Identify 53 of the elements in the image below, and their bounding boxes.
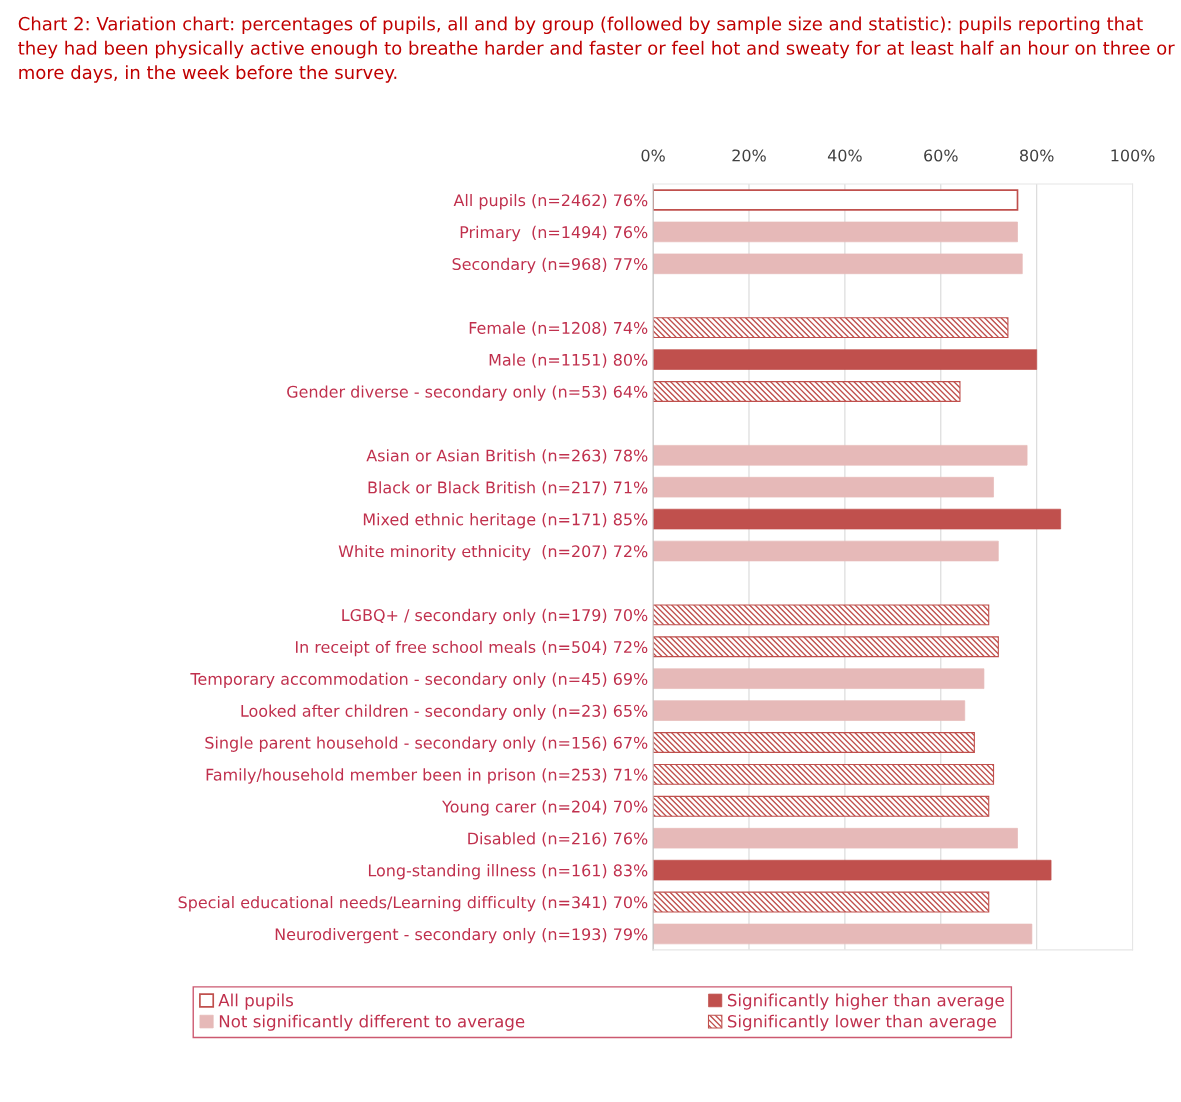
y-tick-label: Gender diverse - secondary only (n=53) 64% xyxy=(287,385,648,401)
bar xyxy=(653,700,966,721)
y-tick-label: In receipt of free school meals (n=504) 72% xyxy=(295,640,648,657)
y-tick-label: Family/household member been in prison (n=253) 71% xyxy=(206,768,648,784)
x-tick-label: 80% xyxy=(1020,149,1054,162)
y-tick-label: White minority ethnicity (n=207) 72% xyxy=(338,544,648,561)
y-tick-label: Primary (n=1494) 76% xyxy=(460,225,648,242)
bar xyxy=(653,476,994,498)
y-tick-label: Single parent household - secondary only (n=156) 67% xyxy=(205,736,648,752)
y-tick-label: Neurodivergent - secondary only (n=193) 79% xyxy=(275,927,648,944)
bar xyxy=(653,349,1038,370)
bar xyxy=(653,445,1028,466)
y-tick-label: Secondary (n=968) 77% xyxy=(452,257,648,274)
bar xyxy=(653,923,1033,945)
y-tick-label: Black or Black British (n=217) 71% xyxy=(368,481,648,496)
y-tick-label: Asian or Asian British (n=263) 78% xyxy=(366,449,648,464)
y-tick-label: Special educational needs/Learning difficulty (n=341) 70% xyxy=(178,895,648,912)
y-tick-label: LGBQ+ / secondary only (n=179) 70% xyxy=(342,608,648,625)
bar xyxy=(653,668,985,689)
bar xyxy=(653,891,990,913)
bar xyxy=(653,636,999,658)
legend-label: Not significantly different to average xyxy=(219,1014,525,1031)
chart-title: Chart 2: Variation chart: percentages of pupils, all and by group (followed by sample size and statistic): pupils reporting that they had been physically active enough to breathe harder and faster or feel hot and sweaty for at least half an hour on three or more days, in the week before the survey. xyxy=(18,16,1175,83)
y-tick-label: Female (n=1208) 74% xyxy=(469,321,648,336)
x-tick-label: 40% xyxy=(827,149,862,162)
y-tick-label: Temporary accommodation - secondary only (n=45) 69% xyxy=(190,672,648,689)
x-tick-label: 60% xyxy=(924,149,958,162)
bar xyxy=(653,795,990,817)
bar xyxy=(653,508,1062,530)
bar xyxy=(653,859,1052,881)
bar xyxy=(653,221,1018,243)
bar xyxy=(653,604,990,626)
x-tick-label: 20% xyxy=(732,149,766,162)
y-tick-label: All pupils (n=2462) 76% xyxy=(453,193,648,210)
y-tick-label: Long-standing illness (n=161) 83% xyxy=(368,864,648,880)
bar xyxy=(653,317,1009,339)
bar xyxy=(653,732,975,753)
y-tick-label: Young carer (n=204) 70% xyxy=(442,800,648,816)
bar xyxy=(653,253,1023,275)
bar xyxy=(653,763,995,785)
y-tick-label: Male (n=1151) 80% xyxy=(489,353,648,368)
legend-label: Significantly higher than average xyxy=(727,993,1004,1010)
y-tick-label: Looked after children - secondary only (n=23) 65% xyxy=(241,704,648,720)
legend-label: Significantly lower than average xyxy=(727,1014,996,1031)
y-tick-label: Mixed ethnic heritage (n=171) 85% xyxy=(363,513,648,529)
x-tick-label: 100% xyxy=(1111,149,1155,162)
bar xyxy=(653,827,1018,849)
legend-label: All pupils xyxy=(218,993,294,1010)
x-tick-label: 0% xyxy=(641,149,665,162)
bar xyxy=(653,540,999,562)
y-tick-label: Disabled (n=216) 76% xyxy=(468,832,648,847)
bar xyxy=(653,189,1019,211)
bar xyxy=(653,381,961,402)
